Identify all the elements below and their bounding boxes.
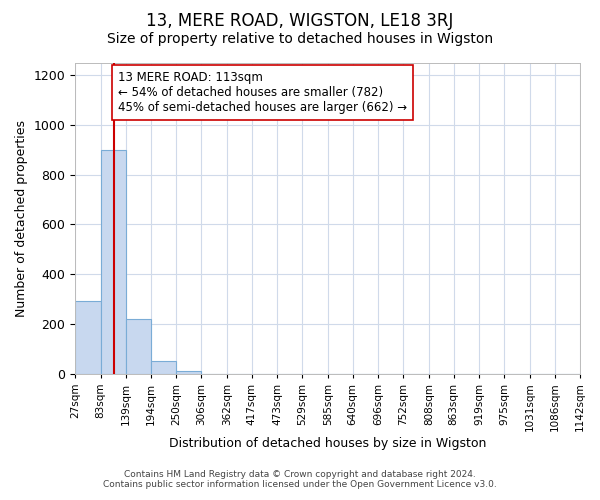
- Bar: [151, 361, 176, 374]
- Text: 13, MERE ROAD, WIGSTON, LE18 3RJ: 13, MERE ROAD, WIGSTON, LE18 3RJ: [146, 12, 454, 30]
- Y-axis label: Number of detached properties: Number of detached properties: [15, 120, 28, 316]
- X-axis label: Distribution of detached houses by size in Wigston: Distribution of detached houses by size …: [169, 437, 486, 450]
- Text: 13 MERE ROAD: 113sqm
← 54% of detached houses are smaller (782)
45% of semi-deta: 13 MERE ROAD: 113sqm ← 54% of detached h…: [118, 71, 407, 114]
- Text: Size of property relative to detached houses in Wigston: Size of property relative to detached ho…: [107, 32, 493, 46]
- Bar: [75, 302, 101, 374]
- Bar: [126, 319, 151, 374]
- Bar: [101, 150, 126, 374]
- Bar: [176, 371, 202, 374]
- Text: Contains HM Land Registry data © Crown copyright and database right 2024.
Contai: Contains HM Land Registry data © Crown c…: [103, 470, 497, 489]
